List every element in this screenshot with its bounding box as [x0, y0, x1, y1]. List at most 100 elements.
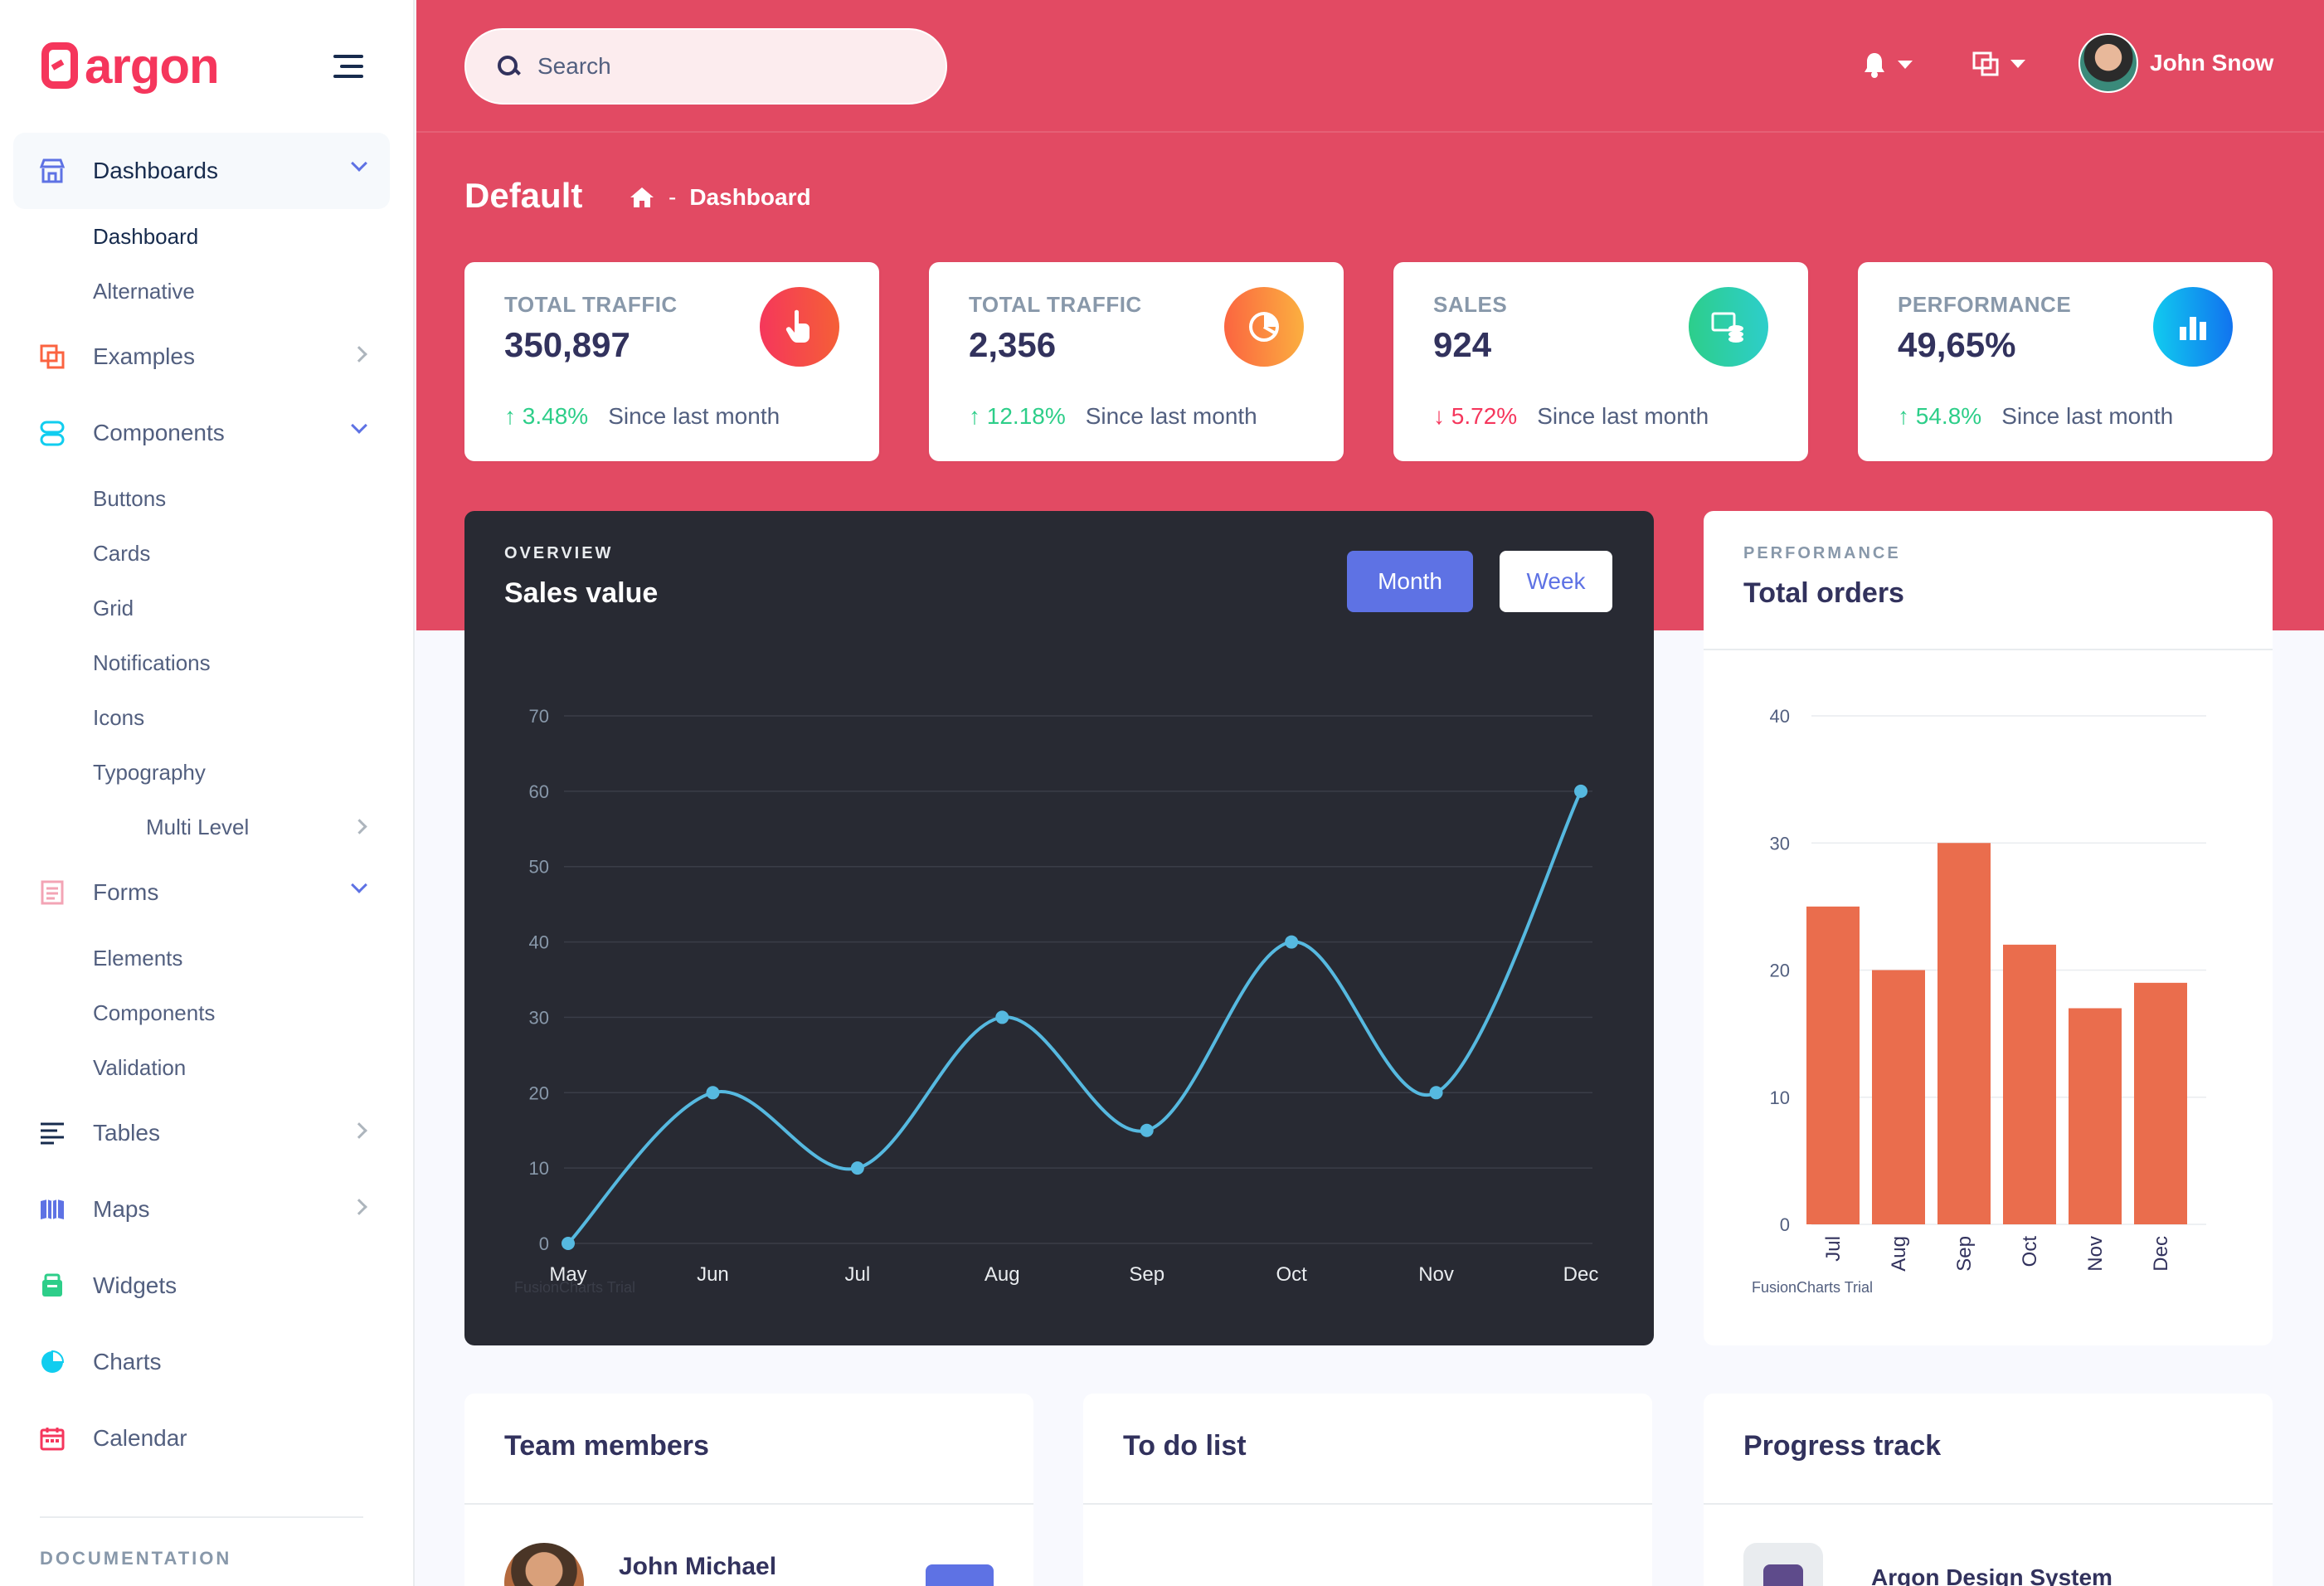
sidebar-item-calendar[interactable]: Calendar: [13, 1400, 390, 1477]
apps-dropdown[interactable]: [1972, 51, 2025, 76]
sidebar-subitem-label: Multi Level: [146, 814, 250, 839]
sidebar-subitem-buttons[interactable]: Buttons: [93, 485, 167, 511]
stat-value: 2,356: [969, 325, 1057, 364]
chevron-down-icon: [351, 877, 367, 893]
bell-icon: [1865, 53, 1884, 78]
bar: [1872, 970, 1925, 1224]
card-title: To do list: [1123, 1430, 1247, 1462]
member-add-button[interactable]: [926, 1564, 994, 1586]
search-input[interactable]: [537, 53, 936, 80]
member-avatar: [504, 1543, 584, 1586]
data-point: [850, 1161, 864, 1175]
home-icon[interactable]: [629, 186, 655, 209]
y-tick-label: 30: [529, 1007, 549, 1028]
data-point: [995, 1010, 1009, 1024]
x-tick-label: Jul: [1822, 1236, 1845, 1262]
stat-value: 924: [1433, 325, 1492, 364]
sidebar-subitem-notifications[interactable]: Notifications: [93, 649, 211, 675]
sidebar-subitem-elements[interactable]: Elements: [93, 945, 183, 971]
bar: [2069, 1008, 2122, 1224]
stat-label: TOTAL TRAFFIC: [969, 292, 1142, 317]
month-button[interactable]: Month: [1347, 551, 1473, 612]
sidebar-subitem-dashboard[interactable]: Dashboard: [93, 223, 199, 249]
topbar-divider: [416, 131, 2324, 133]
x-tick-label: Aug: [985, 1263, 1020, 1286]
y-tick-label: 60: [529, 781, 549, 802]
stat-since: Since last month: [1537, 403, 1709, 429]
x-tick-label: Nov: [1418, 1263, 1454, 1286]
card-eyebrow: PERFORMANCE: [1743, 544, 1901, 562]
sidebar-item-label: Examples: [93, 343, 195, 369]
window-icon: [1972, 51, 1999, 76]
brand-logo[interactable]: argon: [41, 36, 220, 95]
x-tick-label: Oct: [1276, 1263, 1307, 1286]
stat-label: PERFORMANCE: [1898, 292, 2072, 317]
stat-footer: ↑ 3.48% Since last month: [504, 403, 780, 430]
user-name: John Snow: [2150, 50, 2274, 75]
trend-down-value: ↓ 5.72%: [1433, 403, 1518, 429]
sidebar-subitem-multi-level[interactable]: Multi Level: [13, 800, 390, 854]
card-divider: [1083, 1503, 1652, 1505]
y-tick-label: 20: [529, 1082, 549, 1103]
week-button[interactable]: Week: [1500, 551, 1612, 612]
sidebar-item-label: Charts: [93, 1349, 162, 1374]
components-icon: [38, 419, 66, 447]
pie-chart-icon: [1224, 287, 1304, 367]
sidebar-item-label: Components: [93, 420, 225, 445]
archive-icon: [38, 1272, 66, 1300]
x-tick-label: Dec: [2150, 1236, 2172, 1272]
sidebar-subitem-icons[interactable]: Icons: [93, 704, 145, 730]
trend-up-value: ↑ 12.18%: [969, 403, 1066, 429]
y-tick-label: 50: [529, 857, 549, 878]
chevron-right-icon: [351, 346, 367, 362]
sidebar-subitem-cards[interactable]: Cards: [93, 540, 151, 566]
sidebar-subitem-form-components[interactable]: Components: [93, 1000, 216, 1025]
argon-logo-icon: [41, 42, 78, 89]
sidebar-subitem-grid[interactable]: Grid: [93, 595, 134, 620]
sidebar-nav: Dashboards Dashboard Alternative Example…: [13, 133, 390, 1477]
project-name: Argon Design System: [1871, 1564, 2113, 1586]
card-divider: [464, 1503, 1033, 1505]
breadcrumb-separator: -: [669, 184, 677, 210]
project-logo: [1743, 1543, 1823, 1586]
y-tick-label: 40: [1770, 706, 1790, 727]
notifications-dropdown[interactable]: [1863, 51, 1913, 78]
sidebar-item-components[interactable]: Components: [13, 395, 390, 471]
caret-down-icon: [1898, 61, 1913, 69]
sidebar-item-tables[interactable]: Tables: [13, 1095, 390, 1171]
sidebar-item-examples[interactable]: Examples: [13, 319, 390, 395]
form-icon: [38, 878, 66, 907]
bar: [2003, 944, 2056, 1224]
sales-line-chart: 0 10 20 30 40 50 60 70 May Jun Jul Aug Sep Oct Nov Dec F…: [514, 706, 1598, 1296]
sidenav-toggle-icon[interactable]: [333, 55, 363, 78]
sidebar-subitem-validation[interactable]: Validation: [93, 1054, 187, 1080]
chevron-right-icon: [351, 1122, 367, 1139]
sidebar-item-widgets[interactable]: Widgets: [13, 1248, 390, 1324]
card-title: Total orders: [1743, 577, 1904, 609]
sidebar-item-dashboards[interactable]: Dashboards: [13, 133, 390, 209]
y-tick-label: 0: [539, 1233, 549, 1254]
page-title: Default: [464, 176, 583, 215]
bar: [1937, 843, 1991, 1224]
breadcrumb-current[interactable]: Dashboard: [689, 184, 811, 210]
sidebar-divider: [40, 1516, 363, 1518]
sidebar-item-label: Calendar: [93, 1425, 187, 1451]
sidebar-subitem-alternative[interactable]: Alternative: [93, 278, 195, 304]
bar: [2134, 982, 2187, 1224]
orders-bar-chart: 0 10 20 30 40 Jul Aug Sep Oct Nov Dec FusionCharts …: [1752, 706, 2206, 1296]
brand-name: argon: [85, 37, 220, 94]
trend-up-value: ↑ 54.8%: [1898, 403, 1982, 429]
money-coins-icon: [1689, 287, 1768, 367]
breadcrumb: - Dashboard: [629, 184, 811, 211]
user-menu[interactable]: John Snow: [2078, 33, 2273, 93]
sidebar-item-forms[interactable]: Forms: [13, 854, 390, 931]
search-bar[interactable]: [464, 28, 947, 105]
x-tick-label: Jun: [697, 1263, 729, 1286]
stat-footer: ↑ 54.8% Since last month: [1898, 403, 2173, 430]
sidebar-subitem-typography[interactable]: Typography: [93, 759, 206, 785]
card-eyebrow: OVERVIEW: [504, 544, 614, 562]
x-tick-label: Jul: [845, 1263, 871, 1286]
sidebar-item-charts[interactable]: Charts: [13, 1324, 390, 1400]
sidebar-item-maps[interactable]: Maps: [13, 1171, 390, 1248]
total-orders-card: PERFORMANCE Total orders 0 10 20 30 40 Jul Aug…: [1704, 511, 2273, 1345]
